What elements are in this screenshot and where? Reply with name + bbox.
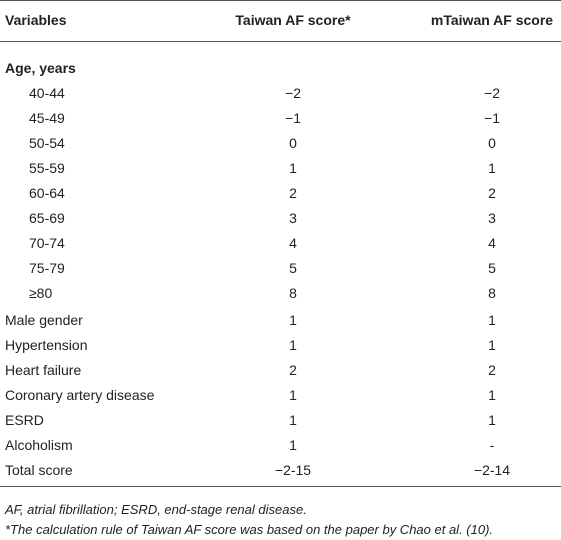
- cell: −2-14: [473, 462, 511, 478]
- cell: 1: [289, 387, 297, 403]
- cell: Coronary artery disease: [5, 387, 155, 403]
- cell: 50-54: [29, 135, 65, 151]
- cell: −2: [484, 85, 500, 101]
- cell: 3: [488, 210, 496, 226]
- cell: 1: [488, 337, 496, 353]
- cell: 2: [488, 362, 496, 378]
- cell: 2: [289, 362, 297, 378]
- cell: −2-15: [274, 462, 312, 478]
- cell: 55-59: [29, 160, 65, 176]
- cell: 2: [488, 185, 496, 201]
- cell: Hypertension: [5, 337, 88, 353]
- cell: 0: [488, 135, 496, 151]
- cell: 2: [289, 185, 297, 201]
- cell: 1: [488, 160, 496, 176]
- cell: -: [489, 437, 495, 453]
- cell: 5: [488, 260, 496, 276]
- cell: Total score: [5, 462, 73, 478]
- cell: ESRD: [5, 412, 44, 428]
- bottom-rule: [0, 486, 561, 487]
- cell: 70-74: [29, 235, 65, 251]
- header-cell: Variables: [5, 12, 67, 28]
- header-cell: Taiwan AF score*: [235, 12, 351, 28]
- cell: 45-49: [29, 110, 65, 126]
- cell: 1: [289, 337, 297, 353]
- cell: 8: [289, 285, 297, 301]
- header-rule: [0, 41, 561, 42]
- cell: 1: [488, 312, 496, 328]
- footnote: AF, atrial fibrillation; ESRD, end-stage…: [5, 502, 307, 517]
- cell: 4: [488, 235, 496, 251]
- cell: 5: [289, 260, 297, 276]
- cell: 60-64: [29, 185, 65, 201]
- cell: 1: [289, 312, 297, 328]
- cell: 40-44: [29, 85, 65, 101]
- section-label: Age, years: [5, 60, 76, 76]
- cell: Male gender: [5, 312, 83, 328]
- footnote: *The calculation rule of Taiwan AF score…: [5, 522, 494, 537]
- cell: 1: [289, 437, 297, 453]
- cell: 4: [289, 235, 297, 251]
- cell: 0: [289, 135, 297, 151]
- cell: 8: [488, 285, 496, 301]
- cell: ≥80: [29, 285, 53, 301]
- cell: 65-69: [29, 210, 65, 226]
- cell: 75-79: [29, 260, 65, 276]
- cell: 1: [488, 387, 496, 403]
- cell: 1: [488, 412, 496, 428]
- cell: Alcoholism: [5, 437, 73, 453]
- top-rule: [0, 0, 561, 1]
- cell: Heart failure: [5, 362, 82, 378]
- cell: −1: [484, 110, 500, 126]
- header-cell: mTaiwan AF score: [430, 12, 554, 28]
- cell: −2: [285, 85, 301, 101]
- cell: −1: [285, 110, 301, 126]
- cell: 1: [289, 160, 297, 176]
- cell: 3: [289, 210, 297, 226]
- cell: 1: [289, 412, 297, 428]
